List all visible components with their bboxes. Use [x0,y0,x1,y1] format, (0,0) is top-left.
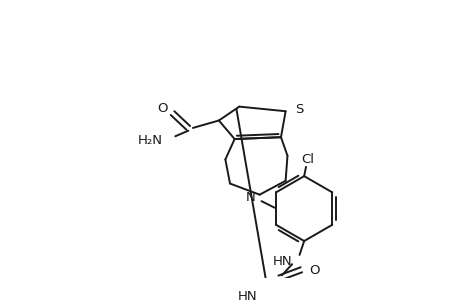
Text: S: S [294,103,302,116]
Text: H₂N: H₂N [137,134,162,147]
Text: HN: HN [272,255,291,268]
Text: Cl: Cl [301,153,313,166]
Text: O: O [308,264,319,277]
Text: HN: HN [238,290,257,300]
Text: N: N [246,191,255,204]
Text: O: O [157,102,168,115]
